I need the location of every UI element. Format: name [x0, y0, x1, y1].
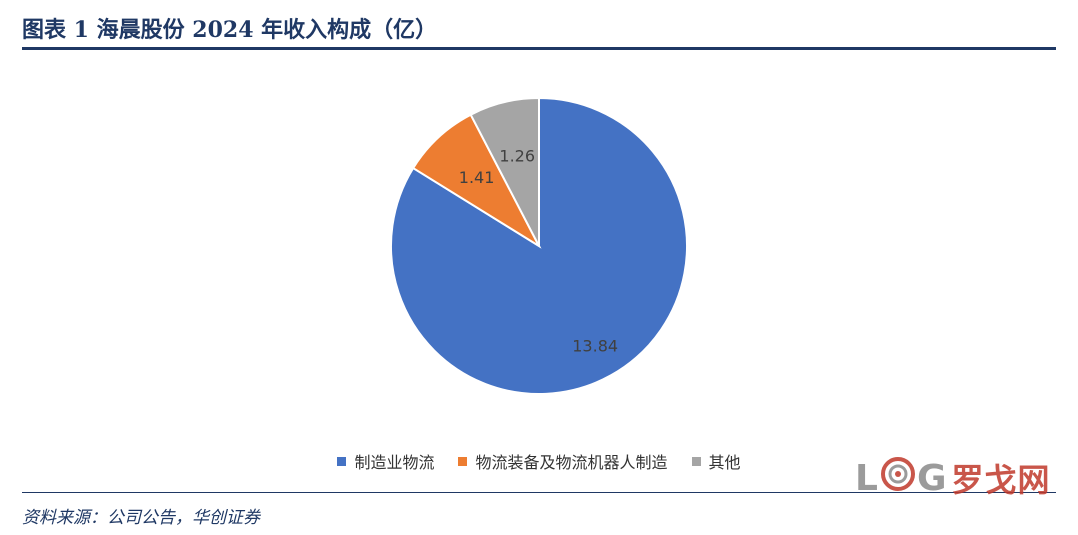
legend-item-other: 其他: [691, 449, 741, 473]
chart-legend: 制造业物流 物流装备及物流机器人制造 其他: [0, 449, 1078, 473]
title-divider: [22, 47, 1056, 50]
legend-label: 物流装备及物流机器人制造: [475, 453, 668, 472]
legend-swatch: [458, 456, 468, 466]
watermark-target-icon: [880, 456, 915, 500]
source-note: 资料来源：公司公告，华创证券: [22, 508, 260, 528]
pie-slices: [390, 96, 688, 395]
legend-item-logistics-equipment: 物流装备及物流机器人制造: [458, 449, 668, 473]
pie-data-label: 13.84: [572, 336, 618, 355]
pie-slice-other: [469, 96, 540, 247]
legend-swatch: [691, 456, 701, 466]
watermark-logo: L G 罗戈网: [855, 455, 1051, 501]
watermark-letter: G: [916, 457, 948, 499]
pie-data-label: 1.41: [459, 168, 495, 187]
footer-divider: [22, 492, 1056, 493]
legend-label: 制造业物流: [354, 453, 435, 472]
watermark-brand: 罗戈网: [951, 461, 1051, 499]
pie-data-labels: 13.84 1.411.26: [459, 146, 618, 355]
pie-data-label: 1.26: [499, 146, 535, 165]
legend-swatch: [337, 456, 347, 466]
watermark-letter: L: [855, 457, 879, 499]
legend-item-manufacturing-logistics: 制造业物流: [337, 449, 434, 473]
page-title: 图表 1 海晨股份 2024 年收入构成（亿）: [22, 17, 438, 43]
legend-label: 其他: [708, 453, 741, 472]
